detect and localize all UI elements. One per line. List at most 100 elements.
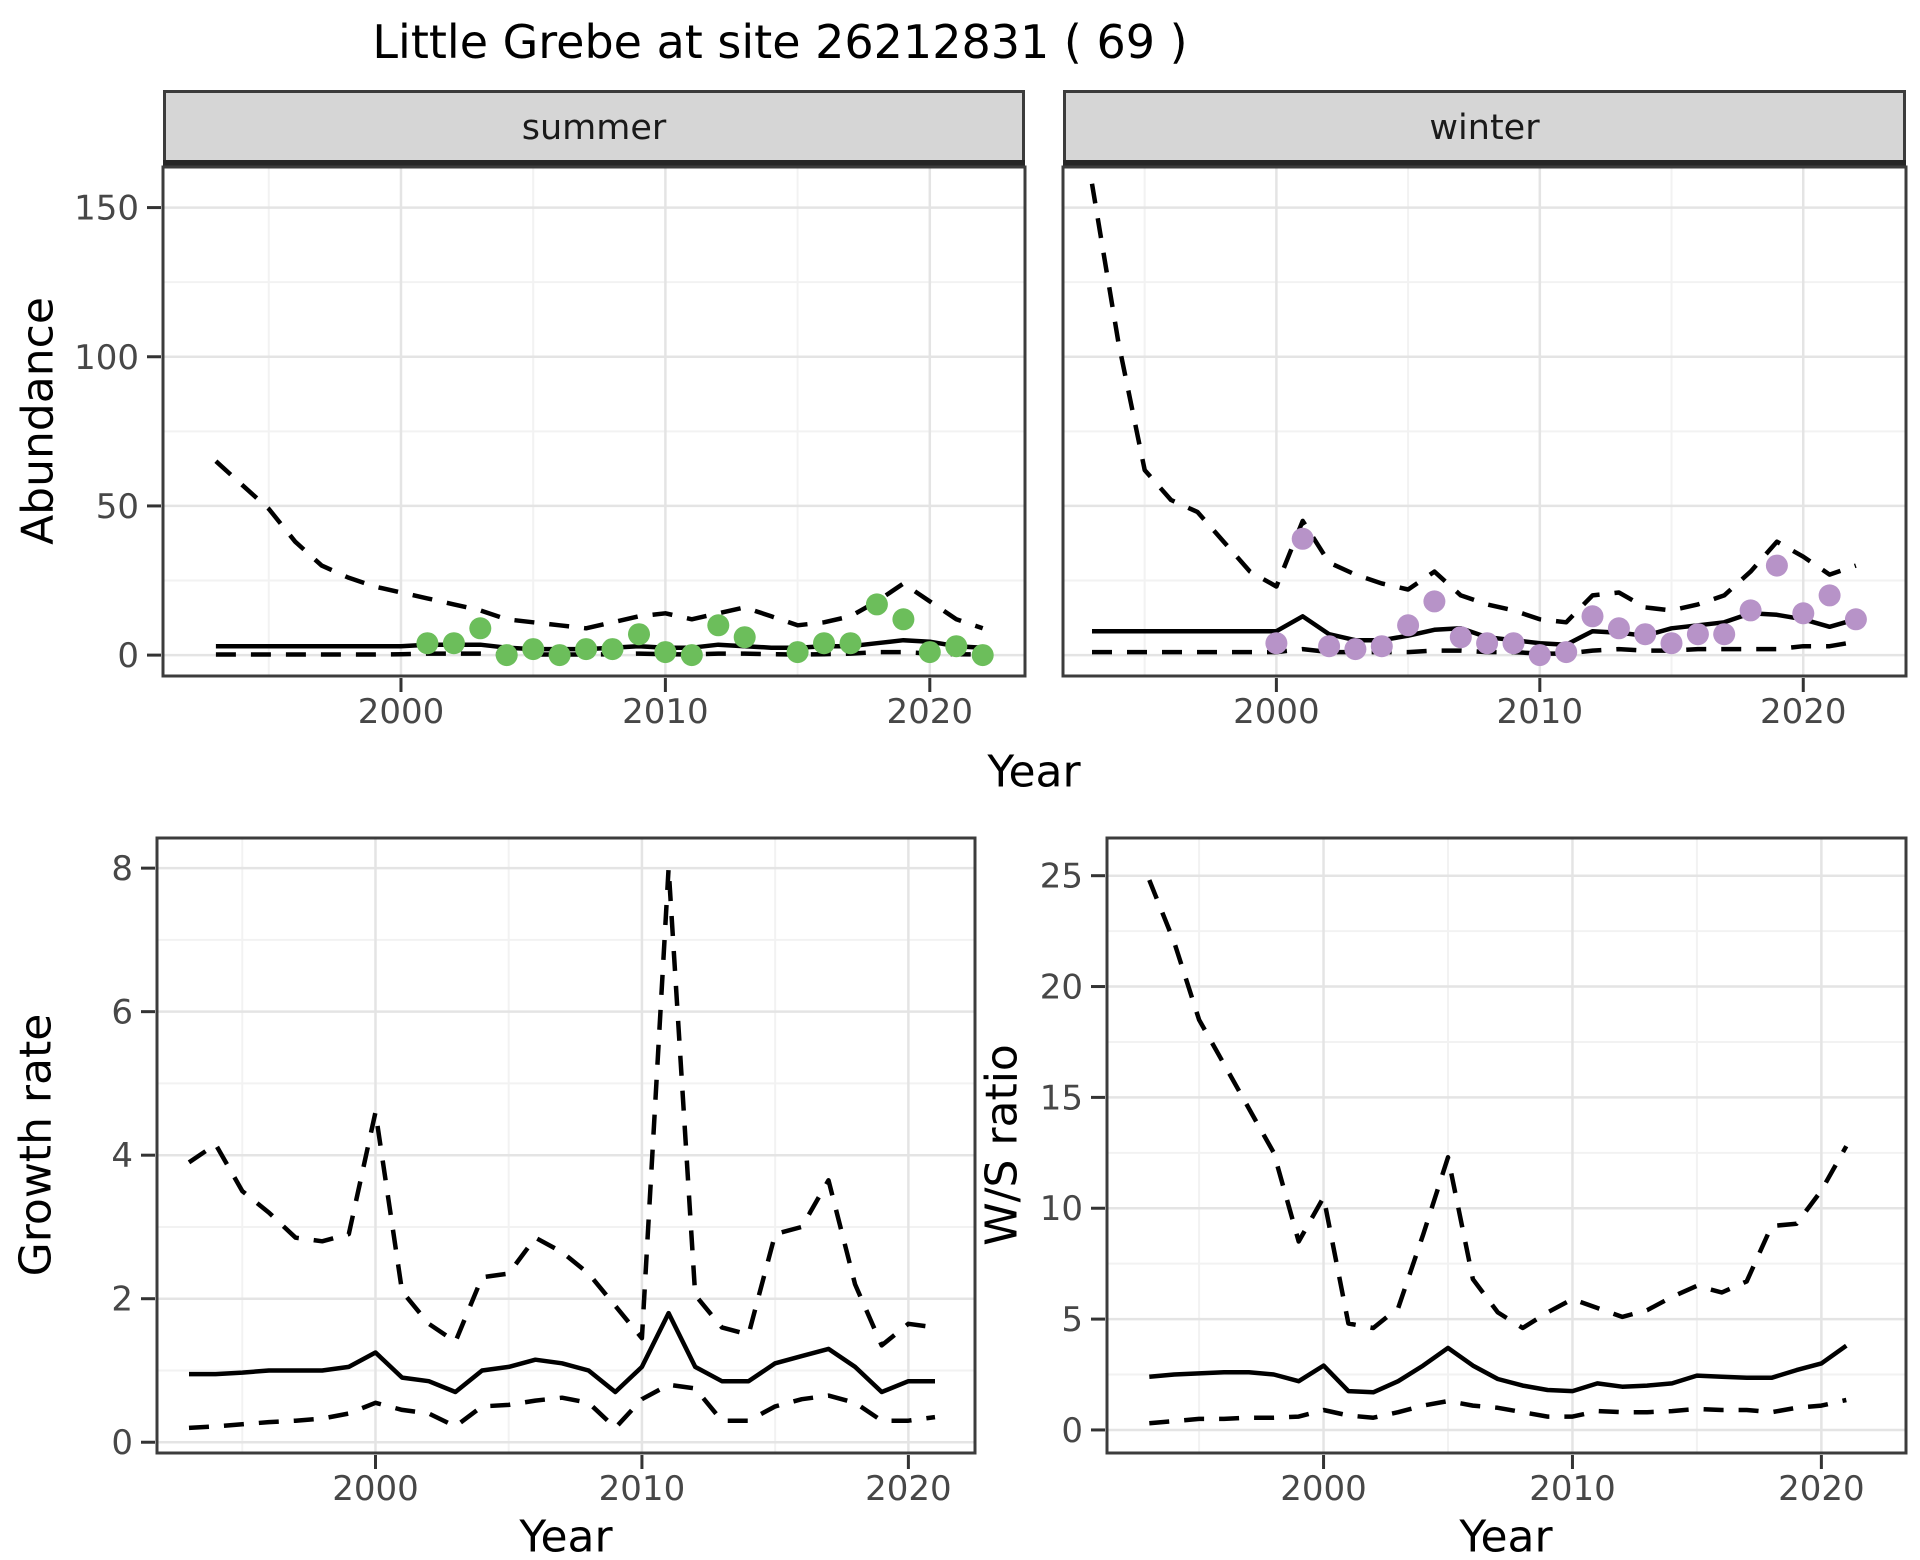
series-median-winter [1092,611,1857,647]
data-point [1555,641,1578,664]
figure-title: Little Grebe at site 26212831 ( 69 ) [372,15,1188,69]
data-point [680,644,703,667]
y-tick-label: 100 [74,338,139,378]
series-lower95 [188,1382,936,1431]
x-tick-label: 2020 [887,692,974,732]
x-tick-label: 2020 [1760,692,1847,732]
panel-ws-ratio: 2000 2010 2020 0 5 10 15 20 25 [1040,836,1908,1509]
y-tick-label: 50 [96,487,139,527]
panel-border [155,836,977,1455]
observed-counts-winter [1265,527,1867,667]
x-tick-label: 2000 [1233,692,1320,732]
data-point [892,608,915,631]
series-lower95-summer [215,649,983,657]
data-point [971,644,994,667]
x-tick-label: 2010 [599,1469,686,1509]
data-point [839,632,862,655]
series-median [189,1310,935,1395]
x-tick-label: 2000 [358,692,445,732]
data-point [1607,617,1630,640]
x-tick-label: 2000 [1280,1469,1367,1509]
data-point [522,638,545,661]
data-point [1660,632,1683,655]
data-point [1739,599,1762,622]
series-upper95-winter [1089,183,1857,625]
data-point [865,593,888,616]
data-point [1265,632,1288,655]
y-tick-label: 2 [111,1280,133,1320]
y-tick-label: 0 [111,1423,133,1463]
y-tick-label: 0 [117,636,139,676]
y-tick-label: 6 [111,993,133,1033]
data-point [1686,623,1709,646]
panel-border [1061,165,1908,678]
data-point [1713,623,1736,646]
facet-strip-summer: summer [163,90,1025,165]
data-point [1528,644,1551,667]
panel-abundance-winter: 2000 2010 2020 [1061,165,1908,732]
facet-strip-summer-underline [163,160,1025,166]
data-point [733,626,756,649]
y-tick-label: 5 [1061,1300,1083,1340]
data-point [813,632,835,655]
data-point [1581,605,1604,628]
facet-strip-winter: winter [1063,90,1906,165]
data-point [1397,614,1420,637]
panel-growth-rate: 2000 2010 2020 0 2 4 6 8 [111,836,977,1509]
data-point [654,641,677,664]
data-point [442,632,465,655]
series-upper95 [187,865,936,1348]
series-lower95 [1149,1397,1847,1426]
data-point [1634,623,1657,646]
y-tick-label: 8 [111,849,133,889]
data-point [575,638,598,661]
y-tick-label: 10 [1040,1189,1083,1229]
data-point [495,644,518,667]
data-point [786,641,809,664]
data-point [601,638,624,661]
observed-counts-summer [416,593,994,667]
panel-border [1105,836,1908,1455]
data-point [1449,626,1472,649]
y-tick-label: 25 [1040,857,1083,897]
x-axis-title-year-ws: Year [1459,1511,1553,1560]
series-upper95 [1147,879,1849,1331]
y-tick-label: 20 [1040,968,1083,1008]
data-point [1818,584,1841,607]
facet-strip-summer-label: summer [521,107,667,148]
data-point [918,641,941,664]
series-median-summer [215,637,983,652]
data-point [628,623,650,646]
x-axis-title-year-top: Year [987,746,1081,798]
x-tick-label: 2010 [1497,692,1584,732]
y-tick-label: 4 [111,1136,133,1176]
series-lower95-winter [1092,639,1857,656]
data-point [1792,602,1815,625]
data-point [1344,638,1367,661]
data-point [1318,635,1341,658]
data-point [1370,635,1393,658]
data-point [1476,632,1499,655]
data-point [469,617,492,640]
series-upper95-summer [214,459,984,631]
data-point [1502,632,1525,655]
x-tick-label: 2020 [865,1469,952,1509]
x-tick-label: 2020 [1778,1469,1865,1509]
y-tick-label: 150 [74,189,139,229]
data-point [945,635,968,658]
x-tick-label: 2010 [622,692,709,732]
panel-border [161,165,1027,678]
x-axis-title-year-growth: Year [519,1511,613,1560]
y-tick-label: 0 [1061,1411,1083,1451]
data-point [416,632,439,655]
x-tick-label: 2000 [332,1469,419,1509]
facet-strip-winter-label: winter [1429,107,1540,148]
panel-abundance-summer: 2000 2010 2020 0 50 100 150 [74,165,1027,732]
data-point [1765,554,1788,577]
y-tick-label: 15 [1040,1078,1083,1118]
data-point [1423,590,1446,613]
data-point [1291,527,1314,550]
data-point [1844,608,1867,631]
